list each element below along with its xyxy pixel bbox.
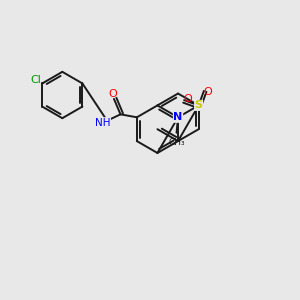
Text: Cl: Cl [30,76,41,85]
Text: O: O [184,94,192,103]
Text: NH: NH [95,118,110,128]
Text: S: S [195,100,203,110]
Text: O: O [108,88,117,98]
Text: CH₃: CH₃ [168,138,185,147]
Text: O: O [203,87,212,98]
Text: N: N [173,112,183,122]
